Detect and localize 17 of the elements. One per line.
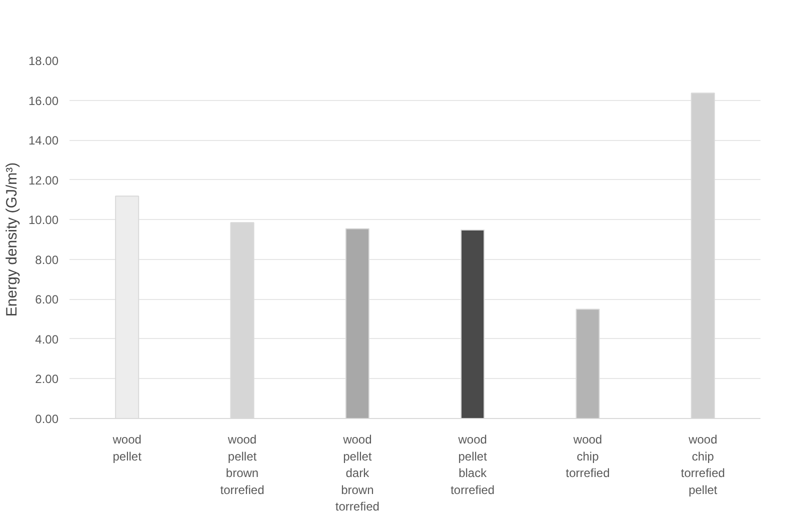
y-tick-label: 0.00 bbox=[35, 412, 59, 426]
y-tick-label: 16.00 bbox=[28, 94, 59, 108]
x-tick-label: wood pellet bbox=[112, 432, 142, 464]
x-tick-label: wood pellet black torrefied bbox=[450, 432, 495, 497]
y-tick-label: 14.00 bbox=[28, 134, 59, 148]
y-tick-label: 6.00 bbox=[35, 292, 59, 307]
y-tick-label: 8.00 bbox=[35, 252, 59, 267]
y-axis-title: Energy density (GJ/m³) bbox=[3, 162, 20, 317]
y-tick-label: 4.00 bbox=[35, 332, 59, 346]
x-tick-label: wood pellet dark brown torrefied bbox=[335, 432, 380, 514]
x-tick-label: wood chip torrefied pellet bbox=[680, 432, 725, 497]
y-tick-label: 10.00 bbox=[28, 213, 59, 228]
y-tick-label: 18.00 bbox=[28, 54, 59, 68]
x-tick-label: wood chip torrefied bbox=[566, 432, 610, 480]
y-tick-label: 12.00 bbox=[28, 173, 59, 188]
x-tick-label: wood pellet brown torrefied bbox=[220, 432, 264, 497]
y-tick-label: 2.00 bbox=[35, 372, 59, 386]
